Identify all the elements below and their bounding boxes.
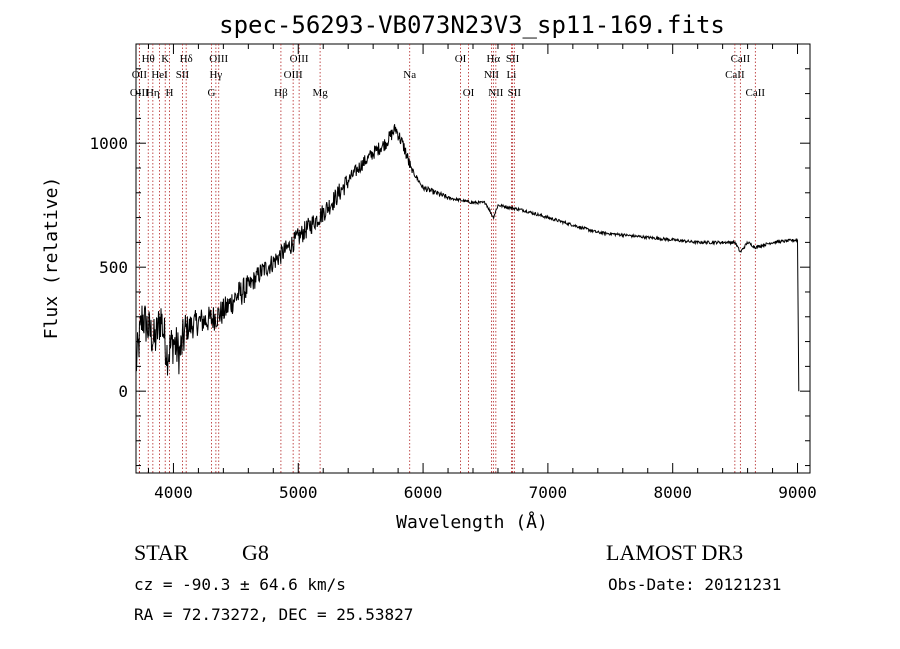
spectral-line-label: OIII: [284, 69, 303, 81]
spectral-line-label: NII: [484, 69, 500, 81]
spectral-line-label: SII: [506, 53, 520, 65]
axis-ticks: 4000 5000 6000 7000 8000 9000 0 500 1000: [89, 44, 817, 502]
spectral-line-label: Na: [403, 69, 416, 81]
spectral-line-label: OI: [463, 87, 475, 99]
ra-dec: RA = 72.73272, DEC = 25.53827: [134, 605, 413, 624]
spectral-line-label: NII: [488, 87, 504, 99]
spectral-line-label: Li: [507, 69, 517, 81]
spectral-line-label: OII: [132, 69, 148, 81]
obs-date: Obs-Date: 20121231: [608, 575, 781, 594]
spectral-line-label: Hα: [486, 53, 500, 65]
y-tick-label: 0: [118, 382, 128, 401]
y-axis-label: Flux (relative): [41, 177, 62, 340]
spectral-line-label: Hβ: [274, 87, 288, 99]
spectral-line-label: HeI: [151, 69, 168, 81]
spectral-line-label: CaII: [731, 53, 751, 65]
object-class: STAR: [134, 540, 189, 565]
spectral-line-label: SII: [508, 87, 522, 99]
spectral-line-label: K: [161, 53, 169, 65]
object-subclass: G8: [242, 540, 269, 565]
spectral-line-label: G: [208, 87, 216, 99]
x-tick-label: 9000: [778, 483, 817, 502]
survey-label: LAMOST DR3: [606, 540, 743, 565]
y-tick-label: 500: [99, 258, 128, 277]
spectral-line-label: OI: [455, 53, 467, 65]
x-tick-label: 8000: [653, 483, 692, 502]
x-tick-label: 6000: [404, 483, 443, 502]
spectral-line-label: Hδ: [180, 53, 193, 65]
x-axis-label: Wavelength (Å): [396, 511, 548, 533]
redshift-info: cz = -90.3 ± 64.6 km/s: [134, 575, 346, 594]
x-tick-label: 5000: [279, 483, 318, 502]
spectral-line-label: Hη: [146, 87, 160, 99]
spectral-line-label: Hθ: [142, 53, 155, 65]
plot-frame: [135, 43, 811, 474]
spectral-line-label: CaII: [725, 69, 745, 81]
x-tick-label: 7000: [529, 483, 568, 502]
spectrum-series-line: [135, 124, 800, 392]
spectral-line-label: H: [165, 87, 173, 99]
spectral-line-label: OIII: [209, 53, 228, 65]
spectral-line-label: Mg: [312, 87, 328, 99]
spectral-line-label: CaII: [746, 87, 766, 99]
spectral-line-label: OIII: [130, 87, 149, 99]
x-tick-label: 4000: [154, 483, 193, 502]
spectral-line-label: OIII: [290, 53, 309, 65]
spectral-line-markers: [138, 44, 756, 473]
chart-title: spec-56293-VB073N23V3_sp11-169.fits: [219, 11, 725, 39]
y-tick-label: 1000: [89, 134, 128, 153]
spectral-line-label: SII: [176, 69, 190, 81]
spectral-line-label: Hγ: [209, 69, 222, 81]
